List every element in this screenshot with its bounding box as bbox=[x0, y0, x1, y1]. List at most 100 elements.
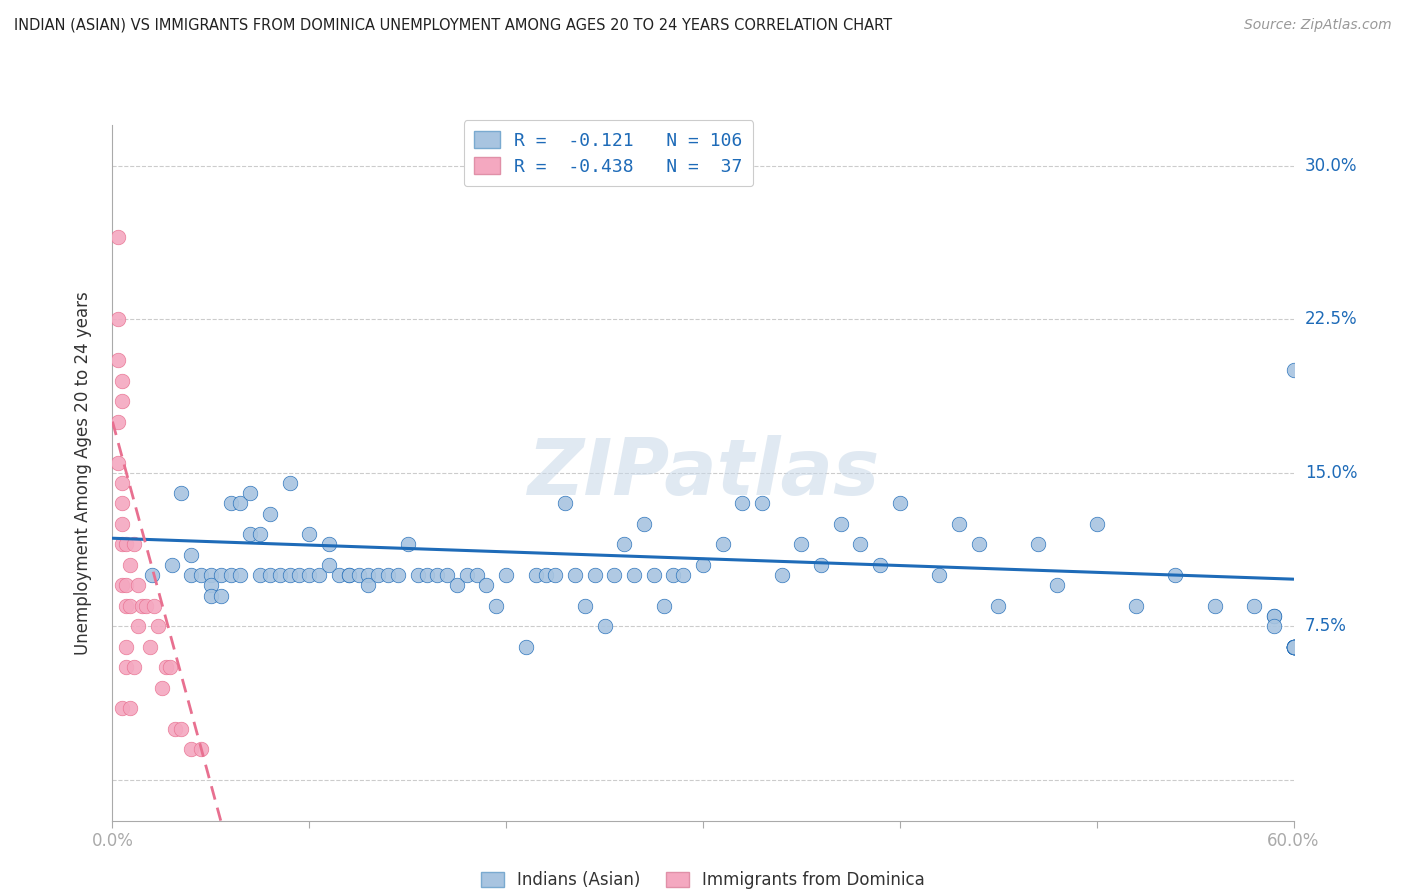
Point bbox=[337, 568, 360, 582]
Point bbox=[711, 537, 734, 551]
Point bbox=[170, 486, 193, 500]
Point bbox=[446, 578, 468, 592]
Point bbox=[515, 640, 537, 654]
Point bbox=[139, 640, 162, 654]
Point bbox=[465, 568, 488, 582]
Point bbox=[1263, 619, 1285, 633]
Point bbox=[127, 619, 149, 633]
Text: 22.5%: 22.5% bbox=[1305, 310, 1357, 328]
Point bbox=[318, 537, 340, 551]
Point bbox=[672, 568, 695, 582]
Point bbox=[633, 516, 655, 531]
Point bbox=[190, 568, 212, 582]
Point bbox=[170, 722, 193, 736]
Point bbox=[1282, 640, 1305, 654]
Point bbox=[1282, 640, 1305, 654]
Point bbox=[180, 548, 202, 562]
Point bbox=[1282, 363, 1305, 377]
Point bbox=[367, 568, 389, 582]
Point bbox=[1125, 599, 1147, 613]
Point bbox=[1282, 640, 1305, 654]
Point bbox=[180, 742, 202, 756]
Point bbox=[1282, 640, 1305, 654]
Point bbox=[111, 578, 134, 592]
Point bbox=[1282, 640, 1305, 654]
Point bbox=[200, 568, 222, 582]
Point bbox=[249, 568, 271, 582]
Point bbox=[357, 578, 380, 592]
Point bbox=[593, 619, 616, 633]
Point bbox=[1282, 640, 1305, 654]
Point bbox=[229, 568, 252, 582]
Point bbox=[107, 230, 129, 244]
Point bbox=[111, 475, 134, 490]
Point bbox=[987, 599, 1010, 613]
Point bbox=[180, 568, 202, 582]
Point bbox=[159, 660, 181, 674]
Point bbox=[613, 537, 636, 551]
Point bbox=[160, 558, 183, 572]
Point bbox=[692, 558, 714, 572]
Point bbox=[1282, 640, 1305, 654]
Point bbox=[120, 701, 142, 715]
Point bbox=[406, 568, 429, 582]
Point bbox=[554, 496, 576, 510]
Point bbox=[278, 475, 301, 490]
Point bbox=[485, 599, 508, 613]
Point bbox=[122, 660, 145, 674]
Y-axis label: Unemployment Among Ages 20 to 24 years: Unemployment Among Ages 20 to 24 years bbox=[73, 291, 91, 655]
Point bbox=[115, 640, 138, 654]
Point bbox=[347, 568, 370, 582]
Point bbox=[120, 599, 142, 613]
Point bbox=[1282, 640, 1305, 654]
Point bbox=[387, 568, 409, 582]
Point bbox=[229, 496, 252, 510]
Point bbox=[1263, 609, 1285, 624]
Point bbox=[524, 568, 547, 582]
Point bbox=[219, 496, 242, 510]
Point bbox=[603, 568, 626, 582]
Point bbox=[574, 599, 596, 613]
Point bbox=[475, 578, 498, 592]
Point bbox=[849, 537, 872, 551]
Point bbox=[643, 568, 665, 582]
Point bbox=[120, 558, 142, 572]
Point bbox=[269, 568, 291, 582]
Point bbox=[1282, 640, 1305, 654]
Point bbox=[731, 496, 754, 510]
Point bbox=[115, 578, 138, 592]
Point bbox=[111, 537, 134, 551]
Point bbox=[1282, 640, 1305, 654]
Point bbox=[219, 568, 242, 582]
Text: 15.0%: 15.0% bbox=[1305, 464, 1357, 482]
Point bbox=[131, 599, 153, 613]
Point bbox=[436, 568, 458, 582]
Point bbox=[209, 589, 232, 603]
Point bbox=[623, 568, 645, 582]
Point bbox=[1046, 578, 1069, 592]
Point bbox=[1243, 599, 1265, 613]
Text: 7.5%: 7.5% bbox=[1305, 617, 1347, 635]
Point bbox=[107, 456, 129, 470]
Point bbox=[869, 558, 891, 572]
Point bbox=[357, 568, 380, 582]
Point bbox=[456, 568, 478, 582]
Point bbox=[111, 496, 134, 510]
Point bbox=[298, 568, 321, 582]
Point bbox=[1263, 609, 1285, 624]
Point bbox=[1204, 599, 1226, 613]
Point bbox=[298, 527, 321, 541]
Text: INDIAN (ASIAN) VS IMMIGRANTS FROM DOMINICA UNEMPLOYMENT AMONG AGES 20 TO 24 YEAR: INDIAN (ASIAN) VS IMMIGRANTS FROM DOMINI… bbox=[14, 18, 893, 33]
Point bbox=[564, 568, 586, 582]
Text: 30.0%: 30.0% bbox=[1305, 157, 1357, 175]
Point bbox=[1282, 640, 1305, 654]
Point bbox=[751, 496, 773, 510]
Point bbox=[396, 537, 419, 551]
Point bbox=[107, 312, 129, 326]
Point bbox=[1164, 568, 1187, 582]
Point bbox=[107, 415, 129, 429]
Point bbox=[790, 537, 813, 551]
Point bbox=[209, 568, 232, 582]
Point bbox=[544, 568, 567, 582]
Point bbox=[111, 374, 134, 388]
